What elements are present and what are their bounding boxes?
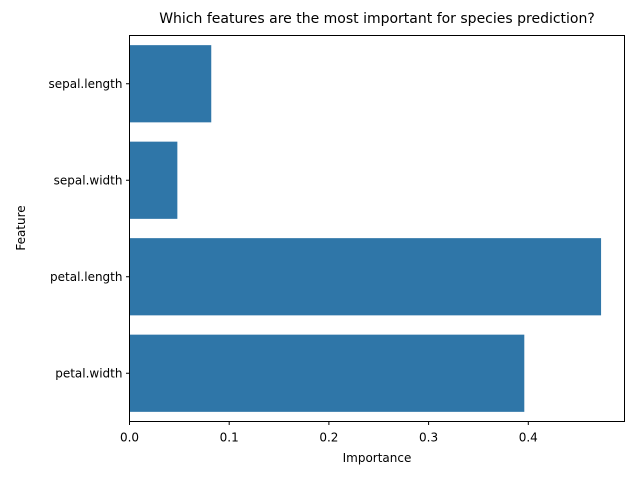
bar-petal-width [129,334,525,412]
bar-sepal-length [129,45,212,123]
x-axis-ticks: 0.0 0.1 0.2 0.3 0.4 [120,421,538,445]
y-tick-label: petal.width [55,366,122,380]
x-tick-label: 0.4 [519,431,538,445]
bars-group [129,45,602,412]
x-tick-label: 0.3 [419,431,438,445]
bar-sepal-width [129,141,178,219]
x-tick-label: 0.0 [120,431,139,445]
y-axis-ticks: sepal.length sepal.width petal.length petal… [48,77,130,380]
y-tick-label: sepal.width [54,173,123,187]
x-axis-label: Importance [343,451,412,465]
y-tick-label: petal.length [50,270,122,284]
x-tick-label: 0.2 [319,431,338,445]
x-tick-label: 0.1 [220,431,239,445]
y-tick-label: sepal.length [48,77,122,91]
bar-petal-length [129,238,602,316]
chart-title: Which features are the most important fo… [159,11,595,27]
y-axis-label: Feature [14,205,28,250]
